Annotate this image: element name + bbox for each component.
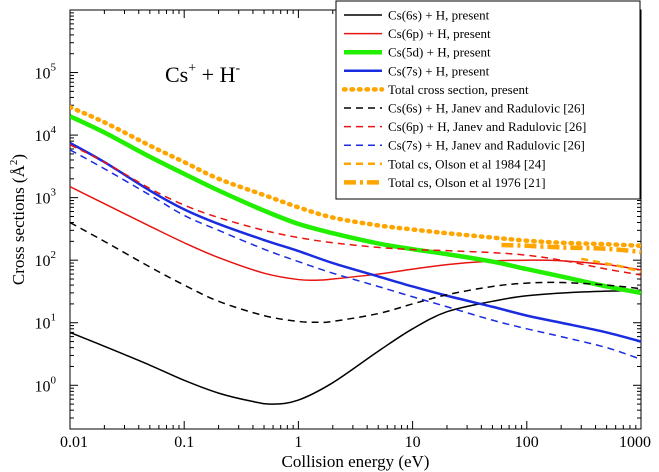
y-tick-label: 103 — [35, 187, 57, 208]
x-axis-label: Collision energy (eV) — [282, 452, 430, 471]
y-tick-label: 105 — [35, 62, 57, 83]
legend-label-3: Cs(5d) + H, present — [388, 45, 491, 60]
x-tick-label: 100 — [515, 434, 539, 451]
y-tick-label: 104 — [35, 124, 57, 145]
series-lines — [70, 104, 641, 405]
legend: Cs(6s) + H, present Cs(6p) + H, present Cs… — [335, 0, 641, 200]
series-line-6 — [70, 221, 641, 324]
series-line-2 — [70, 185, 641, 282]
legend-label-7: Cs(6p) + H, Janev and Radulovic [26] — [388, 119, 586, 134]
x-tick-label: 1000 — [619, 434, 651, 451]
series-line-10 — [501, 242, 641, 255]
x-tick-label: 0.1 — [174, 434, 194, 451]
legend-label-5: Total cross section, present — [388, 82, 529, 97]
x-tick-label: 1 — [294, 434, 302, 451]
series-line-9 — [581, 257, 641, 274]
legend-label-9: Total cs, Olson et al 1984 [24] — [388, 156, 546, 171]
legend-box — [335, 0, 641, 200]
x-tick-label: 10 — [405, 434, 421, 451]
axis-labels: Collision energy (eV) Cross sections (Å2) — [8, 154, 429, 471]
legend-label-8: Cs(7s) + H, Janev and Radulovic [26] — [388, 138, 585, 153]
y-tick-label: 100 — [35, 374, 57, 395]
legend-label-10: Total cs, Olson et al 1976 [21] — [388, 175, 546, 190]
series-line-4 — [70, 141, 641, 343]
y-tick-label: 101 — [35, 312, 57, 333]
series-line-3 — [70, 114, 641, 296]
series-line-5 — [70, 104, 641, 249]
x-tick-label: 0.01 — [60, 434, 88, 451]
y-axis-label: Cross sections (Å2) — [8, 154, 28, 285]
legend-label-4: Cs(7s) + H, present — [388, 63, 490, 78]
legend-label-6: Cs(6s) + H, Janev and Radulovic [26] — [388, 101, 585, 116]
series-line-7 — [70, 144, 641, 276]
legend-label-1: Cs(6s) + H, present — [388, 8, 490, 23]
series-line-8 — [70, 149, 641, 361]
chart-title: Cs+ + H- — [165, 61, 240, 87]
legend-label-2: Cs(6p) + H, present — [388, 26, 491, 41]
series-line-1 — [70, 289, 641, 405]
chart-title-text: Cs+ + H- — [165, 61, 240, 87]
y-tick-label: 102 — [35, 249, 57, 270]
